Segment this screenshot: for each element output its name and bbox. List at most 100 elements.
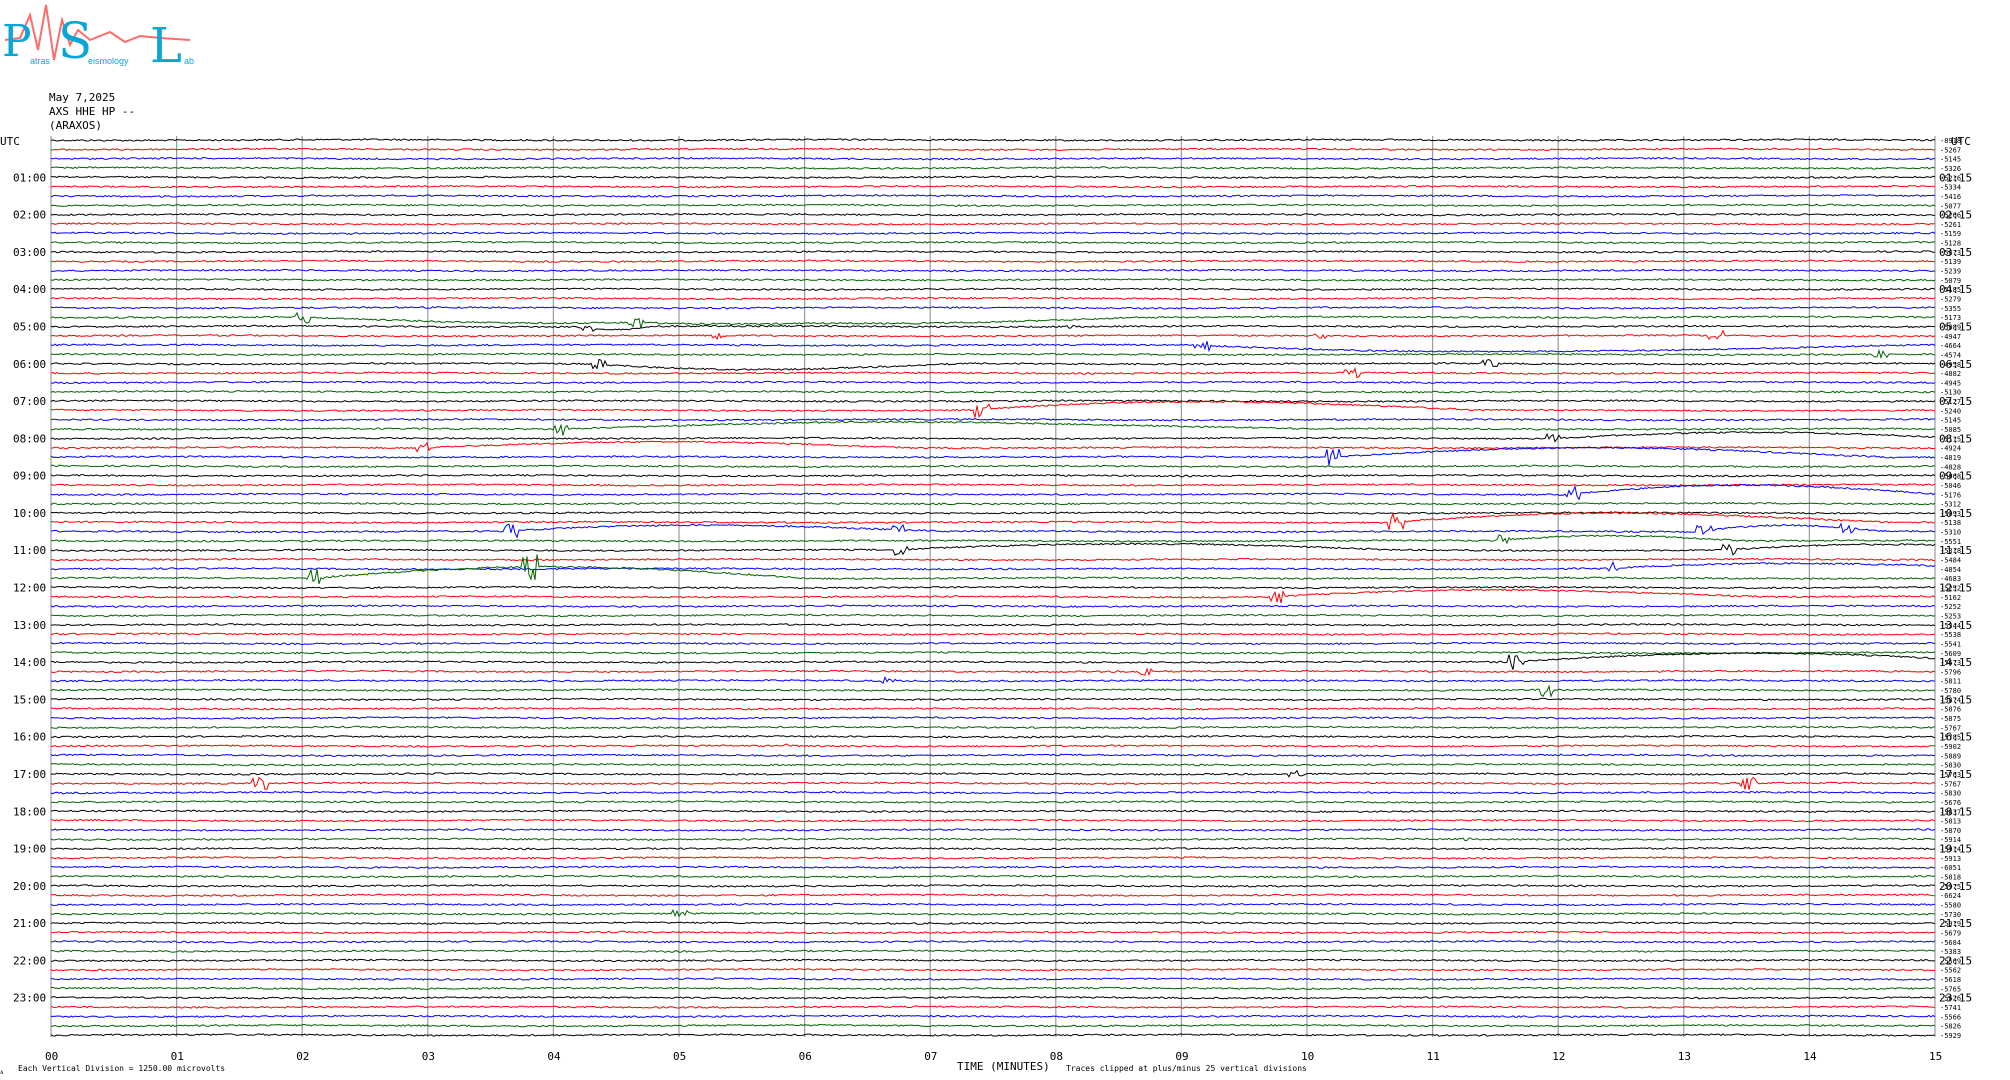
x-axis-title: TIME (MINUTES) xyxy=(957,1060,1050,1073)
trace-offset-label: -5830 xyxy=(1940,762,1961,770)
trace-line xyxy=(50,222,1936,226)
trace-offset-label: -5796 xyxy=(1940,668,1961,676)
trace-offset-label: -5344 xyxy=(1940,622,1961,630)
trace-offset-label: -5334 xyxy=(1940,184,1961,192)
trace-line xyxy=(50,921,1936,925)
trace-offset-label: -5128 xyxy=(1940,240,1961,248)
trace-offset-label: -5130 xyxy=(1940,389,1961,397)
trace-line xyxy=(50,893,1936,897)
left-hour-label: 17:00 xyxy=(13,768,46,781)
trace-line xyxy=(50,604,1936,608)
right-hour-label: 14:15 xyxy=(1939,656,1972,669)
right-hour-label: 06:15 xyxy=(1939,358,1972,371)
logo-letter-s: S xyxy=(58,12,92,68)
trace-offset-label: -5913 xyxy=(1940,855,1961,863)
trace-offset-label: -4945 xyxy=(1940,379,1961,387)
trace-line xyxy=(50,632,1935,636)
trace-line xyxy=(50,464,1936,469)
trace-offset-label: -5355 xyxy=(1940,305,1961,313)
x-tick-label: 06 xyxy=(799,1050,812,1063)
trace-line xyxy=(50,675,1935,685)
trace-line xyxy=(50,287,1936,291)
trace-offset-label: -6051 xyxy=(1940,864,1961,872)
minute-gridlines xyxy=(50,136,1936,1037)
trace-offset-label: -5416 xyxy=(1940,193,1961,201)
trace-offset-label: -6624 xyxy=(1940,892,1961,900)
right-hour-label: 17:15 xyxy=(1939,768,1972,781)
trace-offset-label: -5785 xyxy=(1940,734,1961,742)
trace-line xyxy=(50,667,1936,677)
trace-line xyxy=(50,977,1936,981)
trace-offset-label: -5310 xyxy=(1940,529,1961,537)
axis-labels: 00 01 02 03 04 05 06 07 08 09 10 11 12 13 14 15-8918-52… xyxy=(13,137,1972,1063)
trace-line xyxy=(50,800,1935,804)
trace-line xyxy=(50,585,1936,590)
trace-offset-label: -5145 xyxy=(1940,417,1961,425)
trace-offset-label: -4683 xyxy=(1940,575,1961,583)
trace-offset-label: -8918 xyxy=(1940,137,1961,145)
left-hour-label: 19:00 xyxy=(13,843,46,856)
right-hour-label: 19:15 xyxy=(1939,843,1972,856)
trace-offset-label: -4854 xyxy=(1940,566,1961,574)
trace-line xyxy=(50,511,1936,531)
trace-line xyxy=(50,268,1936,273)
trace-offset-label: -5741 xyxy=(1940,1004,1961,1012)
x-tick-label: 11 xyxy=(1427,1050,1440,1063)
trace-offset-label: -5253 xyxy=(1940,612,1961,620)
trace-line xyxy=(50,762,1936,767)
trace-line xyxy=(50,446,1936,466)
left-hour-label: 08:00 xyxy=(13,432,46,445)
trace-line xyxy=(50,348,1936,360)
trace-offset-label: -5929 xyxy=(1940,1032,1961,1040)
left-hour-label: 11:00 xyxy=(13,544,46,557)
trace-line xyxy=(50,483,1936,501)
trace-line xyxy=(50,1014,1936,1019)
trace-line xyxy=(50,367,1936,379)
left-hour-label: 10:00 xyxy=(13,507,46,520)
x-tick-label: 00 xyxy=(45,1050,58,1063)
trace-line xyxy=(50,996,1936,1000)
trace-offset-label: -5830 xyxy=(1940,790,1961,798)
left-hour-label: 12:00 xyxy=(13,582,46,595)
trace-offset-label: -5780 xyxy=(1940,687,1961,695)
trace-line xyxy=(51,440,1935,453)
trace-line xyxy=(50,184,1936,189)
trace-line xyxy=(50,400,1935,418)
trace-line xyxy=(50,147,1936,152)
trace-line xyxy=(50,311,1936,329)
trace-offset-label: -5239 xyxy=(1940,268,1961,276)
trace-offset-label: -5093 xyxy=(1940,510,1961,518)
trace-offset-label: -5730 xyxy=(1940,911,1961,919)
station-name: (ARAXOS) xyxy=(49,119,102,132)
trace-line xyxy=(50,1023,1936,1028)
trace-line xyxy=(50,212,1936,217)
right-hour-label: 11:15 xyxy=(1939,544,1972,557)
left-hour-label: 20:00 xyxy=(13,880,46,893)
trace-line xyxy=(50,341,1936,353)
trace-line xyxy=(50,473,1936,478)
trace-offset-label: -4574 xyxy=(1940,351,1961,359)
x-tick-label: 05 xyxy=(673,1050,686,1063)
trace-offset-label: -5077 xyxy=(1940,202,1961,210)
logo-seismic-wave-icon xyxy=(4,4,191,61)
left-axis-title: UTC xyxy=(0,135,20,148)
trace-offset-label: -5115 xyxy=(1940,435,1961,443)
trace-line xyxy=(50,534,1936,545)
x-tick-label: 09 xyxy=(1175,1050,1188,1063)
trace-offset-label: -5580 xyxy=(1940,901,1961,909)
trace-line xyxy=(50,560,1936,572)
trace-line xyxy=(50,865,1936,870)
trace-line xyxy=(50,769,1936,778)
trace-offset-label: -4828 xyxy=(1940,463,1961,471)
trace-line xyxy=(50,623,1936,627)
trace-line xyxy=(50,431,1936,443)
trace-offset-label: -5266 xyxy=(1940,212,1961,220)
trace-offset-label: -5813 xyxy=(1940,818,1961,826)
trace-offset-label: -5562 xyxy=(1940,967,1961,975)
trace-offset-label: -5875 xyxy=(1940,715,1961,723)
trace-offset-label: -5919 xyxy=(1940,920,1961,928)
trace-offset-label: -5046 xyxy=(1940,482,1961,490)
trace-line xyxy=(50,483,1936,487)
trace-line xyxy=(50,259,1936,263)
trace-line xyxy=(50,399,1936,403)
